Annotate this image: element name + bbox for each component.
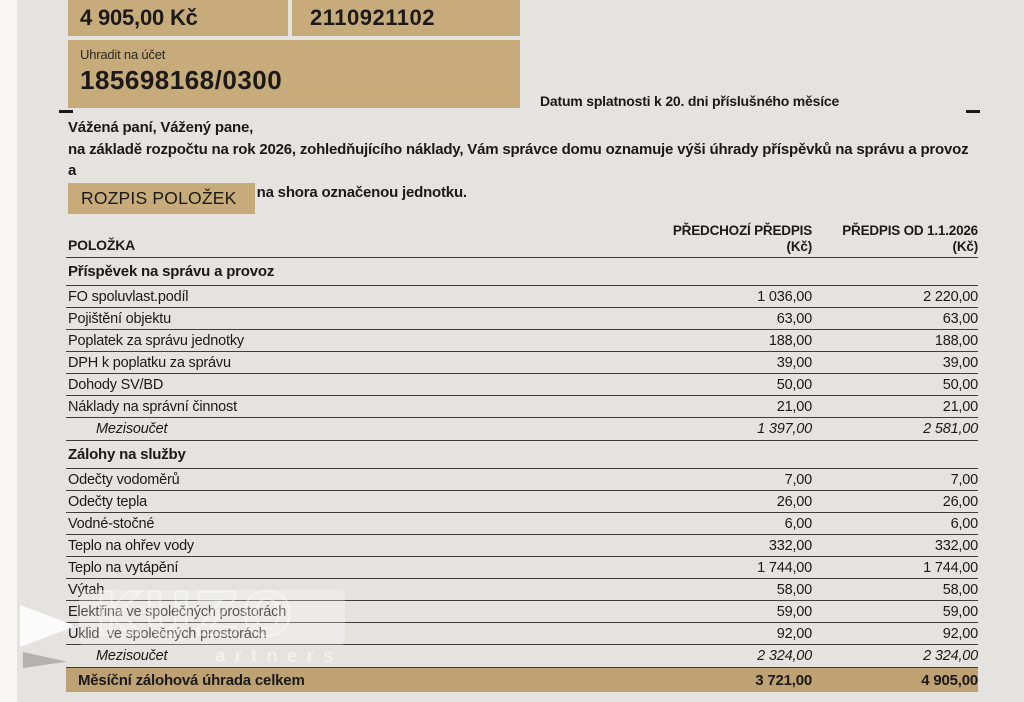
account-label: Uhradit na účet xyxy=(80,47,166,62)
due-date-note: Datum splatnosti k 20. dni příslušného m… xyxy=(540,93,840,109)
table-row: Úklid ve společných prostorách 92,00 92,… xyxy=(66,623,978,645)
header-new-line2: (Kč) xyxy=(952,239,979,254)
row-label: Odečty tepla xyxy=(68,493,148,510)
row-new-value: 332,00 xyxy=(934,537,978,554)
row-new-value: 4 905,00 xyxy=(921,671,978,689)
row-previous-value: 2 324,00 xyxy=(757,648,812,664)
row-previous-value: 188,00 xyxy=(768,332,812,349)
table-row: FO spoluvlast.podíl 1 036,00 2 220,00 xyxy=(66,286,978,308)
row-label: Náklady na správní činnost xyxy=(68,398,237,415)
fold-mark-left xyxy=(59,110,73,113)
row-new-value: 1 744,00 xyxy=(923,559,978,576)
header-previous-line2: (Kč) xyxy=(786,239,813,254)
row-new-value: 2 324,00 xyxy=(923,648,978,664)
table-row: Odečty tepla 26,00 26,00 xyxy=(66,491,978,513)
row-label: Mezisoučet xyxy=(96,421,168,437)
row-previous-value: 1 036,00 xyxy=(757,288,812,305)
table-row: Pojištění objektu 63,00 63,00 xyxy=(66,308,978,330)
header-new-line1: PŘEDPIS OD 1.1.2026 xyxy=(842,223,978,238)
fold-mark-right xyxy=(966,110,980,113)
row-new-value: 188,00 xyxy=(934,332,978,349)
row-label: Teplo na ohřev vody xyxy=(68,537,194,554)
row-new-value: 39,00 xyxy=(942,354,978,371)
row-label: Vodné-stočné xyxy=(68,515,155,532)
header-previous-column: PŘEDCHOZÍ PŘEDPIS (Kč) xyxy=(642,223,812,257)
row-label: Poplatek za správu jednotky xyxy=(68,332,244,349)
row-previous-value: 39,00 xyxy=(776,354,812,371)
row-previous-value: 59,00 xyxy=(776,603,812,620)
row-previous-value: 332,00 xyxy=(768,537,812,554)
row-label: DPH k poplatku za správu xyxy=(68,354,231,371)
variable-symbol-box: 2110921102 xyxy=(292,0,520,36)
row-previous-value: 21,00 xyxy=(776,398,812,415)
row-label: Měsíční zálohová úhrada celkem xyxy=(78,671,305,689)
section-title-box: ROZPIS POLOŽEK xyxy=(68,183,255,216)
table-row: Elektřina ve společných prostorách 59,00… xyxy=(66,601,978,623)
rozpis-table-body: Příspěvek na správu a provoz FO spoluvla… xyxy=(66,258,978,692)
row-previous-value: 58,00 xyxy=(776,581,812,598)
amount-value: 4 905,00 Kč xyxy=(80,5,198,30)
row-previous-value: 1 397,00 xyxy=(757,421,812,437)
row-label: FO spoluvlast.podíl xyxy=(68,288,189,305)
account-box: Uhradit na účet 185698168/0300 xyxy=(68,40,520,108)
row-previous-value: 3 721,00 xyxy=(755,671,812,689)
row-new-value: 2 581,00 xyxy=(923,421,978,437)
row-new-value: 50,00 xyxy=(942,376,978,393)
table-row: DPH k poplatku za správu 39,00 39,00 xyxy=(66,352,978,374)
header-item-column: POLOŽKA xyxy=(68,237,136,253)
table-row: Příspěvek na správu a provoz xyxy=(66,258,978,286)
account-number: 185698168/0300 xyxy=(80,65,283,95)
row-previous-value: 7,00 xyxy=(784,471,813,488)
row-label: Elektřina ve společných prostorách xyxy=(68,603,287,620)
table-header: POLOŽKA PŘEDCHOZÍ PŘEDPIS (Kč) PŘEDPIS O… xyxy=(66,222,978,258)
table-row: Teplo na vytápění 1 744,00 1 744,00 xyxy=(66,557,978,579)
intro-line-1: Vážená paní, Vážený pane, xyxy=(68,119,254,136)
table-row: Teplo na ohřev vody 332,00 332,00 xyxy=(66,535,978,557)
row-label: Teplo na vytápění xyxy=(68,559,179,576)
table-row: Mezisoučet 1 397,00 2 581,00 xyxy=(66,418,978,441)
intro-line-2: na základě rozpočtu na rok 2026, zohledň… xyxy=(68,140,969,180)
row-new-value: 63,00 xyxy=(942,310,978,327)
row-previous-value: 63,00 xyxy=(776,310,812,327)
page-left-margin xyxy=(0,0,17,702)
row-new-value: 92,00 xyxy=(942,625,978,642)
row-new-value: 21,00 xyxy=(942,398,978,415)
row-new-value: 2 220,00 xyxy=(923,288,978,305)
row-new-value: 59,00 xyxy=(942,603,978,620)
table-row: Vodné-stočné 6,00 6,00 xyxy=(66,513,978,535)
table-row: Zálohy na služby xyxy=(66,441,978,469)
table-row: Mezisoučet 2 324,00 2 324,00 xyxy=(66,645,978,668)
table-row: Dohody SV/BD 50,00 50,00 xyxy=(66,374,978,396)
row-new-value: 26,00 xyxy=(942,493,978,510)
header-previous-line1: PŘEDCHOZÍ PŘEDPIS xyxy=(672,223,812,238)
watermark-beacon-shadow-icon xyxy=(23,652,67,668)
row-new-value: 58,00 xyxy=(942,581,978,598)
row-label: Úklid ve společných prostorách xyxy=(68,625,267,642)
table-row: Odečty vodoměrů 7,00 7,00 xyxy=(66,469,978,491)
row-label: Výtah xyxy=(68,581,105,598)
row-previous-value: 6,00 xyxy=(784,515,813,532)
row-label: Zálohy na služby xyxy=(68,446,186,463)
row-label: Příspěvek na správu a provoz xyxy=(68,263,275,280)
table-row: Výtah 58,00 58,00 xyxy=(66,579,978,601)
row-new-value: 7,00 xyxy=(950,471,979,488)
row-label: Pojištění objektu xyxy=(68,310,171,327)
header-new-column: PŘEDPIS OD 1.1.2026 (Kč) xyxy=(812,223,978,257)
row-previous-value: 26,00 xyxy=(776,493,812,510)
row-previous-value: 50,00 xyxy=(776,376,812,393)
row-label: Odečty vodoměrů xyxy=(68,471,180,488)
table-row: Náklady na správní činnost 21,00 21,00 xyxy=(66,396,978,418)
row-previous-value: 1 744,00 xyxy=(757,559,812,576)
variable-symbol-value: 2110921102 xyxy=(310,5,435,30)
row-label: Mezisoučet xyxy=(96,648,168,664)
section-title: ROZPIS POLOŽEK xyxy=(81,188,237,208)
amount-box: 4 905,00 Kč xyxy=(68,0,288,36)
table-row: Měsíční zálohová úhrada celkem 3 721,00 … xyxy=(66,668,978,692)
row-label: Dohody SV/BD xyxy=(68,376,164,393)
table-row: Poplatek za správu jednotky 188,00 188,0… xyxy=(66,330,978,352)
row-previous-value: 92,00 xyxy=(776,625,812,642)
row-new-value: 6,00 xyxy=(950,515,979,532)
